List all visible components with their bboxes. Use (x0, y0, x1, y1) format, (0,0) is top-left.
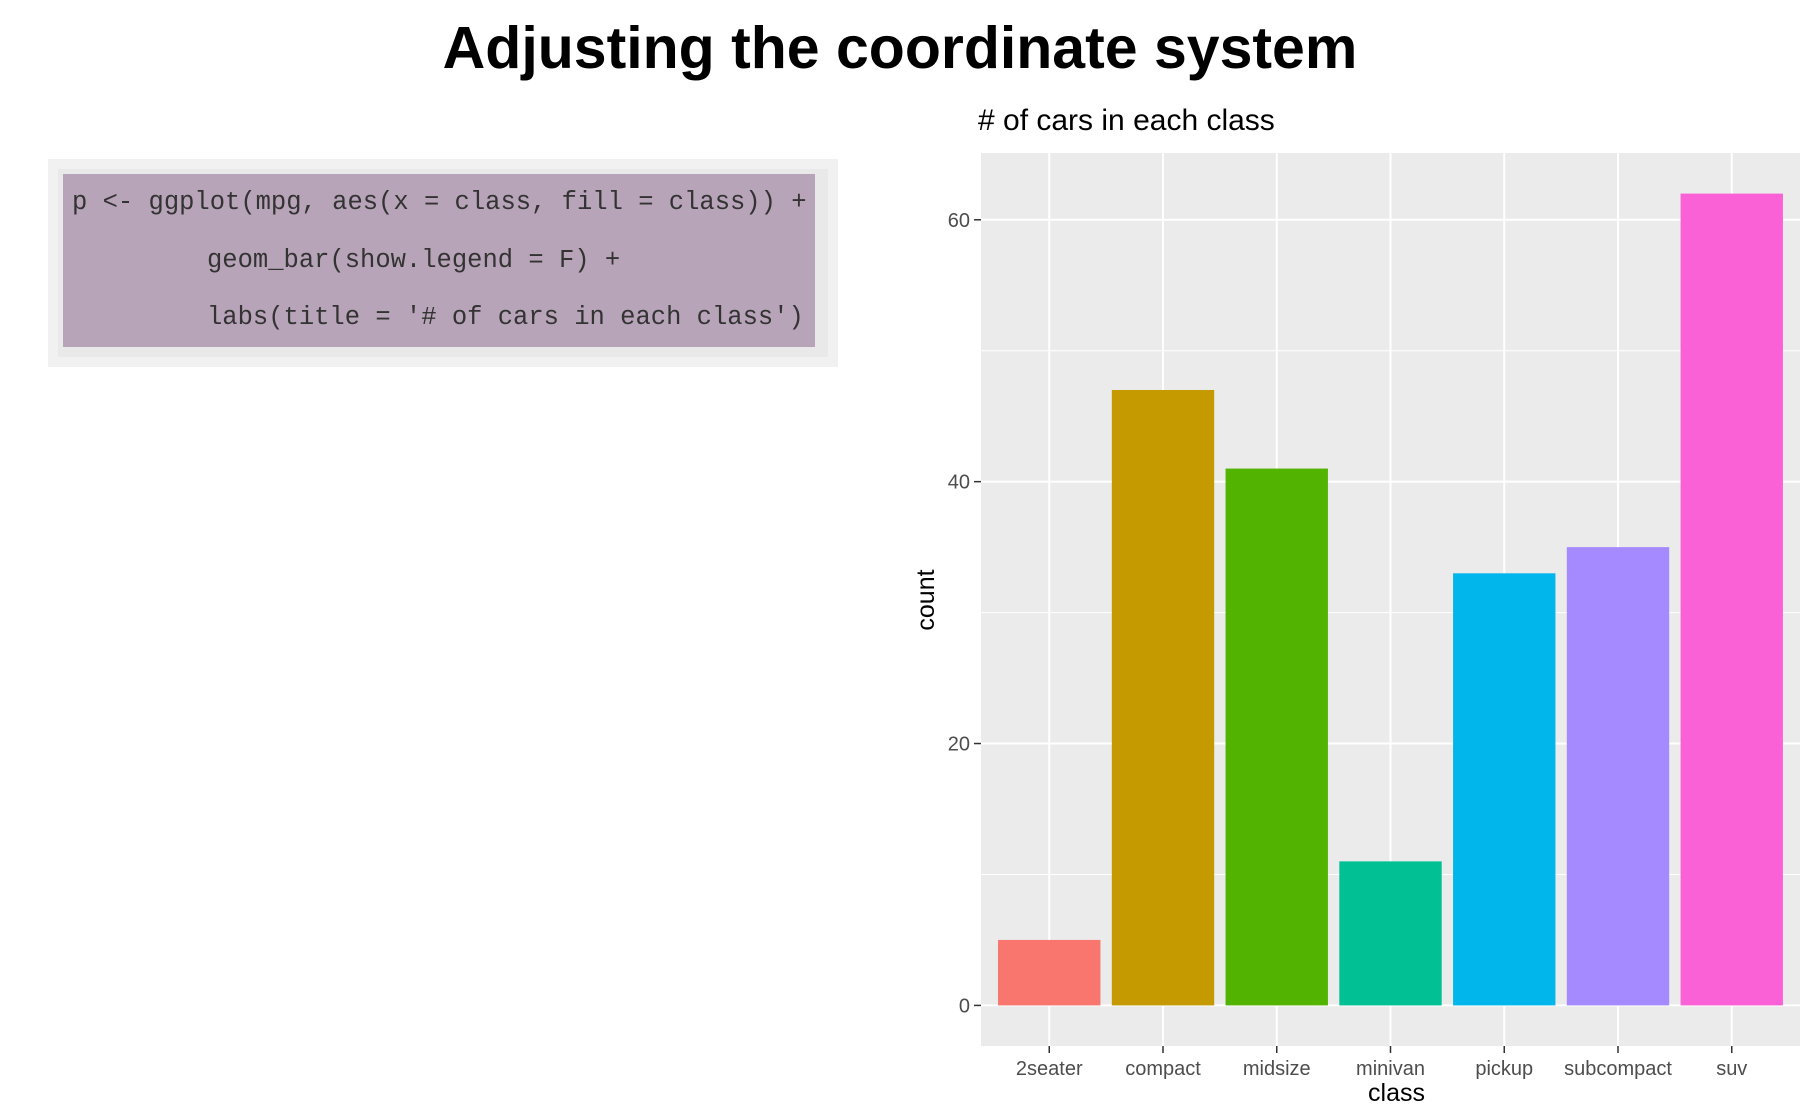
bar-suv (1680, 193, 1783, 1006)
axes: 0 20 40 60 2seater compact midsize minivan picku… (948, 210, 1748, 1080)
y-tick-label: 0 (959, 995, 970, 1017)
code-line-1: p <- ggplot(mpg, aes(x = class, fill = c… (72, 188, 807, 217)
y-axis-title: count (912, 569, 940, 630)
x-tick-label: midsize (1243, 1058, 1311, 1080)
x-tick-label: pickup (1475, 1058, 1533, 1080)
code-line-3: labs(title = '# of cars in each class') (207, 303, 804, 332)
y-tick-label: 20 (948, 734, 970, 756)
bar-subcompact (1566, 547, 1670, 1006)
slide-title: Adjusting the coordinate system (442, 15, 1358, 81)
code-block: p <- ggplot(mpg, aes(x = class, fill = c… (48, 159, 838, 367)
bar-minivan (1339, 861, 1442, 1006)
x-tick-label: minivan (1356, 1058, 1425, 1080)
bar-2seater (998, 939, 1101, 1006)
x-tick-label: compact (1125, 1058, 1201, 1080)
x-axis-title: class (1368, 1079, 1425, 1107)
bar-compact (1111, 389, 1215, 1006)
x-tick-label: suv (1716, 1058, 1747, 1080)
bar-pickup (1453, 573, 1556, 1006)
plot-title: # of cars in each class (978, 104, 1275, 137)
x-tick-label: 2seater (1016, 1058, 1083, 1080)
code-block-border: p <- ggplot(mpg, aes(x = class, fill = c… (58, 169, 828, 357)
x-tick-label: subcompact (1564, 1058, 1672, 1080)
code-line-2: geom_bar(show.legend = F) + (207, 245, 621, 275)
bar-midsize (1225, 468, 1328, 1006)
bars (998, 193, 1783, 1006)
y-tick-label: 60 (948, 210, 970, 232)
y-tick-label: 40 (948, 472, 970, 494)
code-block-body: p <- ggplot(mpg, aes(x = class, fill = c… (63, 174, 815, 347)
